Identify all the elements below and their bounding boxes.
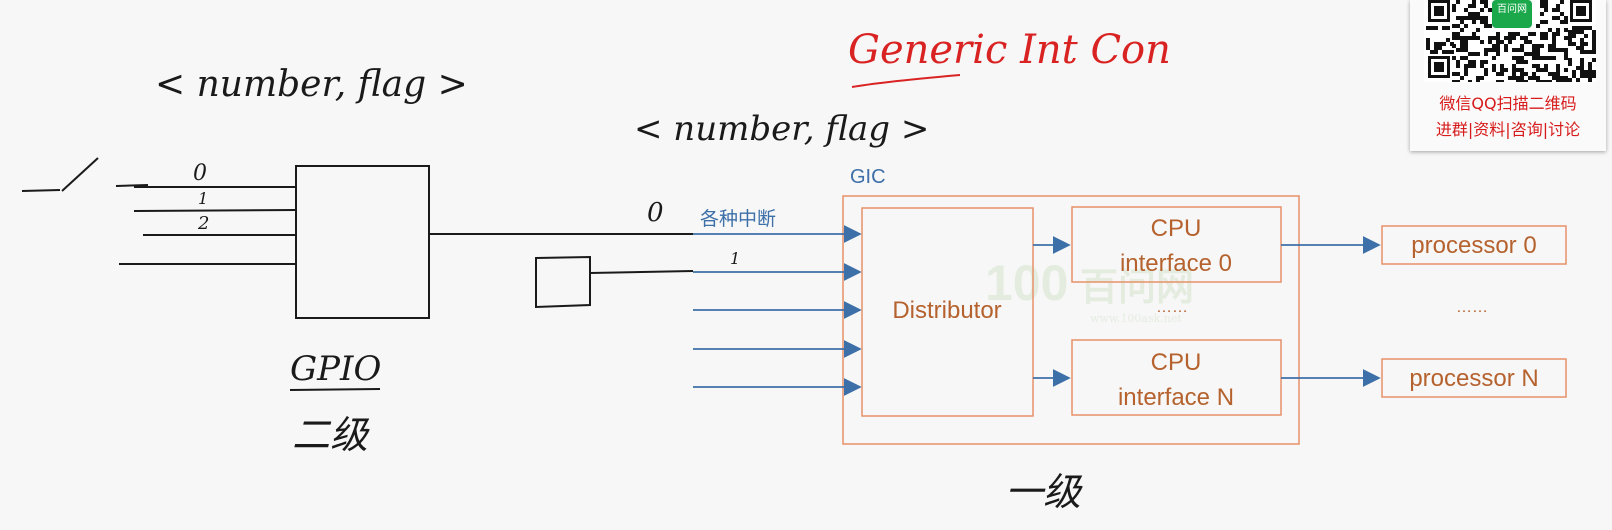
distributor-output-arrows: [1033, 236, 1071, 387]
title-underline: [851, 74, 961, 88]
cpu-interface-n-line2: interface N: [1118, 384, 1234, 411]
device-output-line: [589, 270, 694, 274]
qr-badge-label: 百问网: [1497, 2, 1527, 15]
processor-arrows: [1281, 236, 1381, 387]
distributor-box: [861, 207, 1034, 417]
watermark-logo: 100: [985, 255, 1068, 311]
watermark: 100 百问网 www.100ask.net: [985, 255, 1194, 325]
watermark-brand: 百问网: [1080, 265, 1194, 309]
gpio-label-underline: [289, 388, 381, 391]
qr-code: 百问网: [1424, 0, 1596, 82]
gpio-level-label: 二级: [292, 413, 370, 457]
cpu-interface-0-line2: interface 0: [1120, 250, 1232, 277]
processor-n-label: processor N: [1409, 365, 1538, 392]
tuple-left: < number, flag >: [155, 64, 468, 105]
gpio-line-1-label: 1: [198, 189, 208, 208]
qr-caption-line2: 进群|资料|咨询|讨论: [1435, 120, 1581, 139]
processor-0-label: processor 0: [1411, 232, 1536, 259]
gic-input-1-label: 1: [730, 249, 740, 268]
gic-box: [842, 195, 1300, 445]
qr-caption-line1: 微信QQ扫描二维码: [1439, 94, 1577, 113]
processor-n-box: [1381, 358, 1567, 398]
title-generic-int-con: Generic Int Con: [848, 27, 1171, 73]
tuple-right: < number, flag >: [634, 109, 929, 149]
gpio-box: [295, 165, 430, 319]
gpio-label: GPIO: [290, 349, 381, 389]
gpio-input-lines: [119, 186, 297, 265]
qr-badge: 百问网: [1492, 0, 1532, 28]
watermark-site: www.100ask.net: [1090, 312, 1182, 325]
gic-ellipsis-right: ……: [1456, 299, 1488, 316]
gpio-line-0-label: 0: [193, 161, 207, 186]
gpio-line-2-label: 2: [197, 213, 209, 234]
gic-input-arrows: [693, 225, 862, 396]
distributor-label: Distributor: [892, 297, 1001, 324]
processor-0-box: [1381, 225, 1567, 265]
gic-label: GIC: [850, 166, 886, 188]
switch-symbol: [21, 157, 149, 192]
device-box: [535, 255, 591, 309]
gic-input-0-label: 0: [647, 198, 664, 228]
gic-level-label: 一级: [1005, 470, 1083, 514]
qr-panel: 百问网 微信QQ扫描二维码 进群|资料|咨询|讨论: [1410, 0, 1606, 151]
cpu-interface-0-line1: CPU: [1151, 215, 1202, 242]
gic-inputs-label: 各种中断: [700, 208, 776, 230]
gic-ellipsis-mid: ……: [1156, 299, 1188, 316]
cpu-interface-n-line1: CPU: [1151, 349, 1202, 376]
